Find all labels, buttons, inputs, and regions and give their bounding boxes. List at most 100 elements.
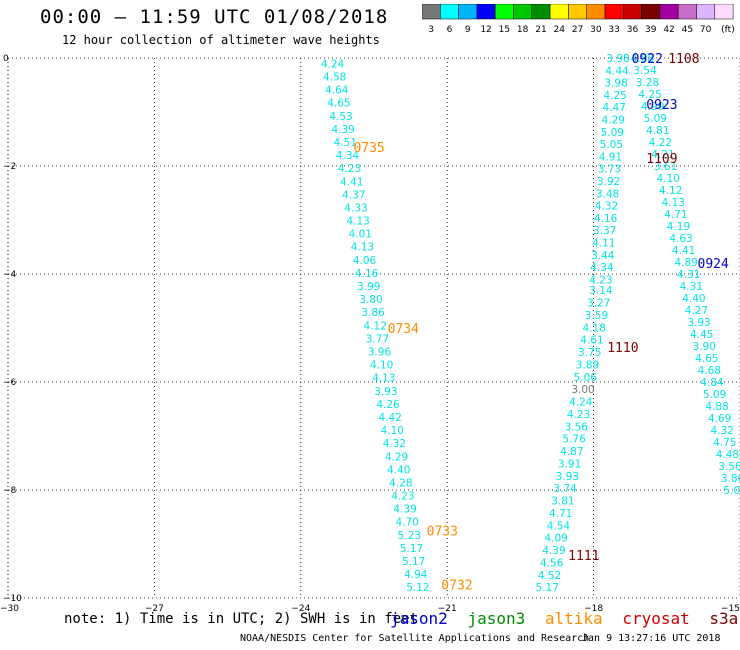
- data-point: 4.18: [583, 322, 606, 334]
- data-point: 4.13: [346, 216, 369, 228]
- data-point: 4.58: [323, 71, 346, 83]
- data-point: 4.53: [329, 111, 352, 123]
- data-point: 4.16: [594, 213, 618, 225]
- data-point: 4.27: [685, 305, 708, 317]
- time-label: 0735: [353, 141, 384, 156]
- data-point: 4.71: [549, 508, 572, 520]
- time-label: 0922: [632, 52, 663, 67]
- data-point: 4.41: [340, 176, 363, 188]
- legend-s3a: s3a: [709, 609, 739, 628]
- data-point: 3.86: [361, 307, 385, 319]
- colorbar-label: 15: [499, 25, 510, 35]
- data-point: 4.84: [700, 377, 724, 389]
- data-point: 3.80: [721, 473, 740, 485]
- page-subtitle: 12 hour collection of altimeter wave hei…: [62, 33, 380, 47]
- data-point: 3.99: [357, 281, 380, 293]
- color-scale-legend: 3 6 9 12 15 18 21 24 27 30 33 36 39 42 45 70 (ft): [422, 4, 735, 35]
- x-tick-label: −30: [0, 604, 19, 614]
- data-point: 4.99: [641, 101, 664, 113]
- legend-jason3: jason3: [467, 609, 526, 628]
- data-point: 4.61: [580, 335, 603, 347]
- note-text: note: 1) Time is in UTC; 2) SWH is in fe…: [64, 611, 419, 627]
- colorbar-label: 33: [608, 25, 619, 35]
- data-point: 4.54: [547, 520, 571, 532]
- data-point: 4.69: [708, 413, 731, 425]
- colorbar-label: 9: [465, 25, 471, 35]
- data-point: 3.37: [593, 225, 616, 237]
- data-point: 4.65: [327, 98, 350, 110]
- data-point: 4.23: [567, 409, 590, 421]
- data-point: 5.09: [703, 389, 726, 401]
- data-point: 4.34: [590, 262, 614, 274]
- data-point: 4.21: [651, 149, 674, 161]
- time-label: 1108: [668, 52, 699, 67]
- data-point: 3.61: [654, 161, 677, 173]
- data-point: 4.12: [659, 185, 682, 197]
- data-point: 4.13: [351, 242, 374, 254]
- page-title: 00:00 – 11:59 UTC 01/08/2018: [40, 6, 389, 28]
- data-point: 3.93: [687, 317, 710, 329]
- data-point: 4.11: [592, 238, 615, 250]
- data-point: 4.25: [638, 89, 661, 101]
- satellite-legend: jason2 jason3 altika cryosat s3a: [390, 609, 740, 628]
- time-label: 0734: [388, 322, 419, 337]
- data-point: 4.70: [396, 517, 419, 529]
- data-point: 4.41: [672, 245, 695, 257]
- data-point: 4.32: [383, 438, 406, 450]
- data-point: 4.33: [344, 202, 367, 214]
- data-point: 4.91: [599, 151, 622, 163]
- footer-credit: NOAA/NESDIS Center for Satellite Applica…: [240, 633, 590, 644]
- data-point: 3.80: [359, 294, 382, 306]
- x-tick-label: −27: [145, 604, 164, 614]
- data-point: 5.05: [600, 139, 623, 151]
- data-point: 4.12: [364, 320, 387, 332]
- time-label: 0923: [646, 98, 677, 113]
- time-label: 0924: [698, 257, 729, 272]
- colorbar-label: (ft): [721, 25, 735, 35]
- legend-cryosat: cryosat: [622, 609, 690, 628]
- data-point: 4.31: [677, 269, 700, 281]
- data-point: 4.40: [682, 293, 705, 305]
- colorbar-swatch: [714, 4, 734, 20]
- colorbar-label: 27: [572, 25, 583, 35]
- data-point: 4.10: [656, 173, 679, 185]
- data-point: 4.29: [385, 451, 408, 463]
- data-point: 4.16: [355, 268, 379, 280]
- data-point: 3.56: [565, 421, 589, 433]
- data-point: 3.91: [558, 458, 581, 470]
- data-point: 4.23: [589, 274, 612, 286]
- data-point: 5.06: [574, 372, 598, 384]
- data-point: 3.27: [587, 298, 610, 310]
- data-point: 5.09: [644, 113, 667, 125]
- data-point: 3.56: [718, 461, 740, 473]
- legend-altika: altika: [544, 609, 603, 628]
- x-tick-label: −15: [721, 604, 740, 614]
- data-point: 3.73: [598, 164, 621, 176]
- time-label: 1109: [646, 152, 677, 167]
- data-point: 4.48: [716, 449, 739, 461]
- data-point: 4.75: [713, 437, 736, 449]
- x-tick-label: −24: [291, 604, 310, 614]
- data-point: 4.88: [631, 53, 654, 65]
- footer-timestamp: Jan 9 13:27:16 UTC 2018: [582, 633, 721, 644]
- data-point: 3.98: [604, 78, 627, 90]
- colorbar-label: 21: [535, 25, 546, 35]
- data-point: 5.76: [562, 434, 586, 446]
- data-point: 4.88: [705, 401, 728, 413]
- data-point: 4.39: [393, 504, 416, 516]
- data-point: 5.23: [398, 530, 421, 542]
- data-point: 3.48: [596, 188, 619, 200]
- data-point: 4.10: [381, 425, 404, 437]
- data-point: 4.51: [334, 137, 357, 149]
- data-point: 4.19: [667, 221, 690, 233]
- colorbar-label: 18: [517, 25, 529, 35]
- data-point: 3.59: [585, 310, 608, 322]
- colorbar-label: 24: [554, 25, 566, 35]
- y-tick-label: −8: [3, 486, 17, 496]
- data-point: 3.74: [553, 483, 577, 495]
- data-point: 3.44: [591, 250, 615, 262]
- data-point: 4.09: [544, 533, 567, 545]
- data-point: 5.00: [723, 485, 740, 497]
- data-point: 3.75: [578, 347, 601, 359]
- x-tick-label: −21: [438, 604, 457, 614]
